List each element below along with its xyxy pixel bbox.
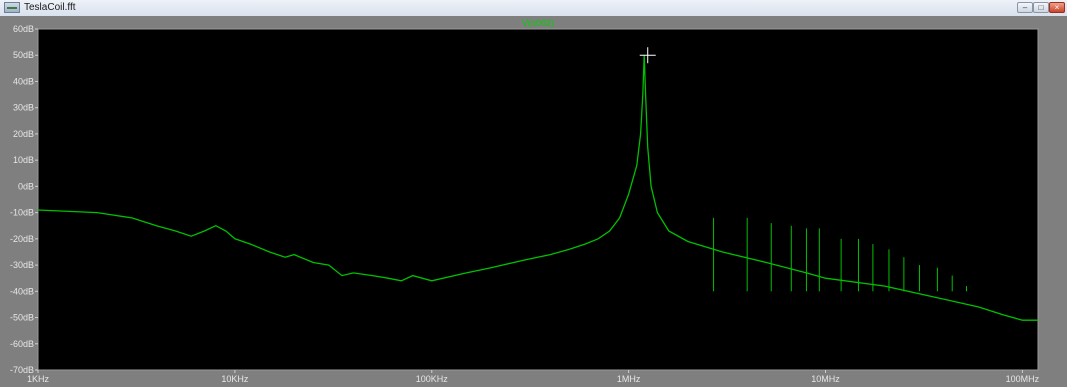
y-tick-label: 60dB xyxy=(13,24,34,34)
y-tick-label: -20dB xyxy=(10,234,34,244)
plot-area[interactable] xyxy=(37,28,1039,371)
y-tick-label: -40dB xyxy=(10,286,34,296)
y-tick-label: -70dB xyxy=(10,365,34,375)
x-axis: 1KHz 10KHz 100KHz 1MHz 10MHz 100MHz xyxy=(27,370,1040,384)
y-tick-label: -30dB xyxy=(10,260,34,270)
y-tick-label: 30dB xyxy=(13,103,34,113)
x-tick-label: 100KHz xyxy=(416,374,449,384)
x-tick-label: 1KHz xyxy=(27,374,50,384)
trace-title[interactable]: V(n002) xyxy=(522,18,554,28)
y-tick-label: 40dB xyxy=(13,76,34,86)
window-titlebar: TeslaCoil.fft – □ × xyxy=(0,0,1067,17)
y-tick-label: 50dB xyxy=(13,50,34,60)
trace-layer xyxy=(37,55,1038,321)
x-tick-label: 100MHz xyxy=(1006,374,1040,384)
x-tick-label: 10KHz xyxy=(221,374,249,384)
y-tick-label: -60dB xyxy=(10,339,34,349)
x-tick-label: 1MHz xyxy=(617,374,641,384)
y-axis: 60dB 50dB 40dB 30dB 20dB 10dB 0dB -10dB -20dB -30… xyxy=(10,24,38,375)
minimize-button[interactable]: – xyxy=(1017,2,1033,13)
x-tick-label: 10MHz xyxy=(811,374,840,384)
trace-v-n002[interactable] xyxy=(37,55,1038,321)
close-button[interactable]: × xyxy=(1049,2,1065,13)
y-tick-label: 0dB xyxy=(18,181,34,191)
maximize-button[interactable]: □ xyxy=(1033,2,1049,13)
y-tick-label: -10dB xyxy=(10,208,34,218)
window-title: TeslaCoil.fft xyxy=(24,2,76,13)
y-tick-label: -50dB xyxy=(10,313,34,323)
y-tick-label: 20dB xyxy=(13,129,34,139)
waveform-document-icon xyxy=(4,2,20,13)
y-tick-label: 10dB xyxy=(13,155,34,165)
crosshair-cursor[interactable] xyxy=(639,47,656,64)
fft-plot[interactable]: V(n002) 60dB 50dB 40dB 30dB 20dB 10dB 0dB -10dB… xyxy=(0,16,1067,387)
